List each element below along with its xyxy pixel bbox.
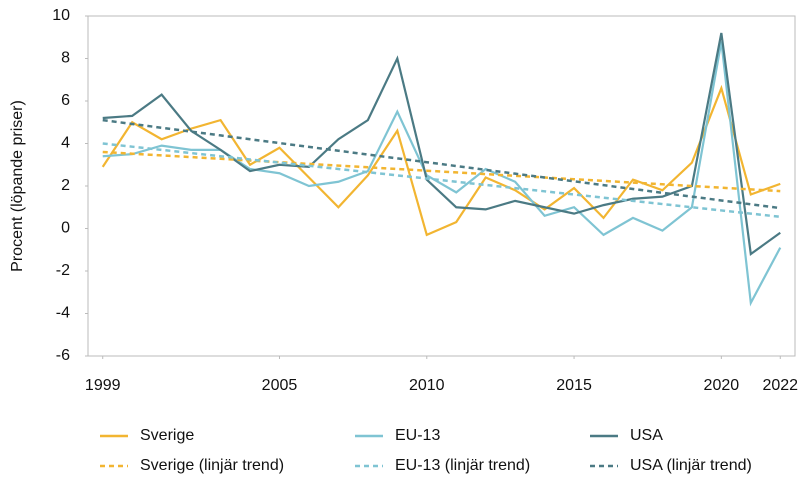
trend-line	[102, 142, 781, 219]
x-tick-label: 1999	[85, 377, 121, 394]
y-tick-label: -4	[56, 305, 70, 322]
x-tick-label: 2022	[762, 377, 798, 394]
y-axis-label: Procent (löpande priser)	[9, 100, 26, 272]
trend-line	[102, 150, 781, 193]
legend-label: Sverige (linjär trend)	[140, 457, 284, 474]
y-tick-label: 4	[61, 135, 70, 152]
legend-label: USA	[630, 427, 663, 444]
legend-label: EU-13	[395, 427, 440, 444]
y-tick-label: 6	[61, 92, 70, 109]
legend-label: EU-13 (linjär trend)	[395, 457, 530, 474]
x-tick-label: 2005	[262, 377, 298, 394]
y-tick-label: 0	[61, 220, 70, 237]
x-tick-label: 2020	[704, 377, 740, 394]
x-tick-label: 2010	[409, 377, 445, 394]
y-tick-label: -6	[56, 347, 70, 364]
legend-label: Sverige	[140, 427, 194, 444]
series-line	[101, 84, 781, 237]
y-tick-label: 8	[61, 50, 70, 67]
y-tick-label: -2	[56, 262, 70, 279]
series-line	[102, 32, 781, 256]
series-line	[102, 41, 782, 307]
trend-line	[102, 118, 781, 210]
y-tick-label: 10	[52, 7, 70, 24]
legend-label: USA (linjär trend)	[630, 457, 752, 474]
y-tick-label: 2	[61, 177, 70, 194]
x-tick-label: 2015	[556, 377, 592, 394]
